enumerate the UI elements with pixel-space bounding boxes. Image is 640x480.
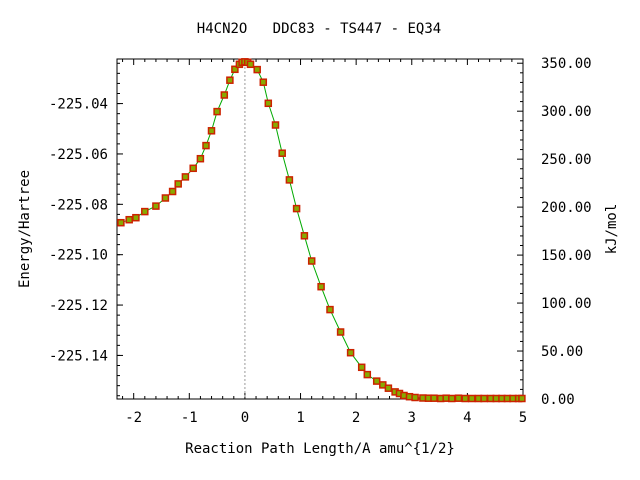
y-right-tick-label: 300.00 bbox=[541, 104, 592, 120]
y-right-tick-label: 100.00 bbox=[541, 296, 592, 312]
data-point bbox=[346, 348, 355, 357]
data-point bbox=[278, 149, 286, 157]
data-point bbox=[152, 202, 160, 210]
data-point bbox=[480, 394, 488, 403]
data-point bbox=[448, 394, 456, 403]
data-point bbox=[363, 370, 372, 379]
y-left-tick-label: -225.12 bbox=[49, 298, 108, 314]
data-point bbox=[202, 141, 210, 150]
x-tick-label: -2 bbox=[125, 410, 142, 426]
data-point bbox=[181, 173, 190, 181]
data-point bbox=[271, 121, 280, 129]
data-point bbox=[231, 65, 239, 74]
plot-frame bbox=[116, 58, 524, 400]
x-tick-label: 1 bbox=[296, 410, 304, 426]
x-axis-label: Reaction Path Length/A amu^{1/2} bbox=[185, 441, 455, 457]
data-point bbox=[317, 282, 325, 291]
data-point bbox=[430, 394, 438, 402]
data-point bbox=[189, 164, 197, 173]
data-point bbox=[226, 76, 234, 84]
data-point bbox=[468, 394, 476, 403]
energy-curve-line bbox=[120, 61, 522, 400]
data-point bbox=[207, 127, 216, 135]
x-tick-label: 2 bbox=[352, 410, 360, 426]
data-point bbox=[461, 394, 469, 403]
data-point bbox=[161, 194, 170, 202]
data-point bbox=[141, 207, 149, 216]
data-point bbox=[264, 99, 273, 108]
data-point bbox=[259, 78, 268, 86]
data-point bbox=[411, 393, 419, 402]
y-axis-label-right: kJ/mol bbox=[604, 204, 620, 255]
data-point bbox=[372, 377, 381, 385]
data-point bbox=[357, 363, 366, 372]
y-left-tick-label: -225.04 bbox=[49, 97, 108, 113]
data-point bbox=[518, 394, 526, 403]
y-left-tick-label: -225.14 bbox=[49, 348, 108, 364]
data-point bbox=[326, 305, 334, 314]
data-points bbox=[117, 58, 526, 403]
data-point bbox=[213, 107, 221, 116]
x-tick-label: 4 bbox=[463, 410, 471, 426]
x-tick-label: -1 bbox=[181, 410, 198, 426]
y-axis-label-left: Energy/Hartree bbox=[17, 170, 33, 288]
data-point bbox=[292, 204, 301, 213]
x-tick-label: 0 bbox=[241, 410, 249, 426]
x-tick-label: 5 bbox=[519, 410, 527, 426]
data-point bbox=[454, 394, 463, 402]
data-point bbox=[132, 213, 140, 222]
y-right-tick-label: 0.00 bbox=[541, 392, 575, 408]
data-point bbox=[174, 180, 182, 188]
y-right-tick-label: 350.00 bbox=[541, 56, 592, 72]
y-left-tick-label: -225.06 bbox=[49, 147, 108, 163]
y-right-tick-label: 50.00 bbox=[541, 344, 583, 360]
data-point bbox=[246, 60, 255, 69]
data-point bbox=[300, 232, 309, 240]
data-point bbox=[196, 154, 205, 163]
data-point bbox=[253, 65, 261, 74]
tick-layer: -2 -1 0 1 2 3 4 5 -225.04 -225.06 -225.08 -225.10 -2… bbox=[49, 56, 592, 426]
x-tick-label: 3 bbox=[408, 410, 416, 426]
y-right-tick-label: 200.00 bbox=[541, 200, 592, 216]
data-point bbox=[117, 218, 125, 227]
data-point bbox=[220, 91, 229, 99]
data-point bbox=[336, 328, 345, 336]
chart-title: H4CN2O DDC83 - TS447 - EQ34 bbox=[197, 21, 441, 37]
data-point bbox=[285, 176, 294, 184]
y-right-tick-label: 250.00 bbox=[541, 152, 592, 168]
data-point bbox=[168, 187, 177, 196]
data-point bbox=[384, 384, 393, 392]
y-left-tick-label: -225.10 bbox=[49, 248, 108, 264]
y-left-tick-label: -225.08 bbox=[49, 197, 108, 213]
data-point bbox=[307, 257, 316, 265]
data-point bbox=[125, 215, 133, 224]
y-right-tick-label: 150.00 bbox=[541, 248, 592, 264]
